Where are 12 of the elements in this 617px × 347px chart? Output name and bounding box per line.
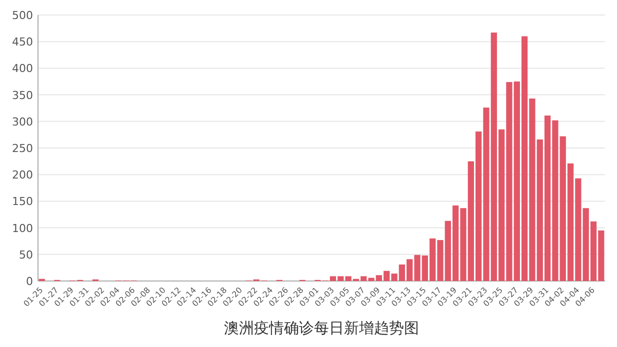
y-tick-label: 250 bbox=[12, 142, 33, 155]
y-tick-label: 50 bbox=[19, 248, 33, 262]
y-tick-label: 150 bbox=[12, 195, 33, 208]
y-tick-label: 400 bbox=[12, 62, 33, 76]
text: 澳洲疫情确诊每日新增趋势图 bbox=[224, 319, 419, 337]
y-tick-label: 0 bbox=[26, 275, 33, 288]
y-tick-label: 350 bbox=[12, 88, 33, 102]
y-tick-label: 300 bbox=[12, 115, 33, 128]
y-tick-label: 200 bbox=[12, 168, 33, 182]
y-tick-label: 100 bbox=[12, 222, 33, 235]
y-tick-label: 500 bbox=[12, 9, 33, 22]
y-tick-label: 450 bbox=[12, 36, 33, 49]
